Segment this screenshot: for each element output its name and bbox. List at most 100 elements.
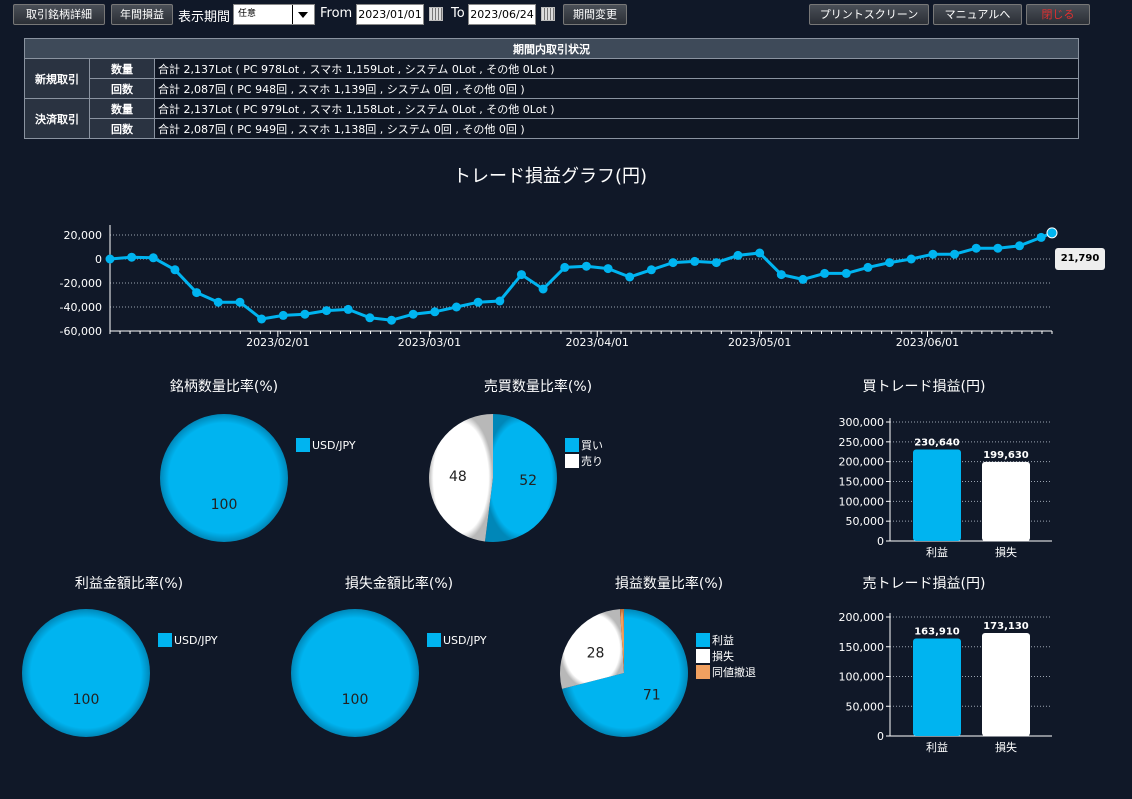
pie-slice — [22, 609, 150, 737]
pie-value-label: 28 — [587, 645, 605, 661]
legend-label: 買い — [581, 439, 603, 452]
settle-qty-value: 合計 2,137Lot ( PC 979Lot , スマホ 1,158Lot ,… — [154, 98, 1079, 119]
trade-pl-line-chart: 20,000 0 -20,000 -40,000 -60,000 2023/02/01 20… — [60, 225, 1058, 349]
detail-button[interactable]: 取引銘柄詳細 — [13, 4, 105, 25]
data-point — [950, 249, 960, 259]
legend-label: 利益 — [712, 634, 734, 647]
x-tick-label: 利益 — [926, 740, 948, 754]
pie-value-label: 48 — [449, 469, 467, 485]
legend-swatch — [565, 454, 579, 468]
data-point — [603, 264, 613, 274]
data-point — [343, 304, 353, 314]
bar-value-label: 199,630 — [983, 450, 1029, 461]
bar-chart-title: 売トレード損益(円) — [862, 576, 986, 592]
data-point — [451, 302, 461, 312]
bar-value-label: 173,130 — [983, 621, 1029, 632]
qty-label: 数量 — [89, 58, 155, 79]
symbol-qty-pie: 100 — [160, 414, 288, 542]
pie-slice — [562, 609, 688, 737]
y-tick-label: 250,000 — [839, 436, 885, 449]
y-tick-label: 20,000 — [64, 229, 103, 242]
pie-slice — [619, 609, 624, 673]
annual-pl-button[interactable]: 年間損益 — [111, 4, 173, 25]
qty-label: 数量 — [89, 98, 155, 119]
legend: USD/JPY — [158, 632, 218, 648]
legend-swatch — [427, 633, 441, 647]
legend-swatch — [696, 649, 710, 663]
data-point — [1015, 241, 1025, 251]
legend-swatch — [158, 633, 172, 647]
chevron-down-icon[interactable] — [292, 5, 314, 24]
x-tick-label: 2023/06/01 — [896, 336, 959, 349]
x-tick-label: 2023/05/01 — [728, 336, 791, 349]
loss-amount-pie: 100 — [291, 609, 419, 737]
data-point — [473, 297, 483, 307]
sell-trade-pl-bar-chart: 200,000 150,000 100,000 50,000 0 163,910 利益 173… — [839, 611, 1052, 754]
to-date-input[interactable]: 2023/06/24 — [468, 4, 536, 25]
y-tick-label: 0 — [877, 535, 884, 548]
legend-label: USD/JPY — [312, 438, 356, 452]
legend-swatch — [696, 665, 710, 679]
pie-title: 利益金額比率(%) — [74, 576, 184, 592]
data-point — [560, 262, 570, 272]
calendar-icon[interactable] — [429, 7, 443, 21]
y-tick-label: 200,000 — [839, 611, 885, 624]
data-point — [278, 310, 288, 320]
data-point — [711, 258, 721, 268]
pl-count-pie: 71 28 — [560, 609, 688, 737]
data-point — [213, 297, 223, 307]
data-point — [105, 254, 115, 264]
settle-count-value: 合計 2,087回 ( PC 949回 , スマホ 1,138回 , システム … — [154, 118, 1079, 139]
data-point — [430, 307, 440, 317]
legend-label: USD/JPY — [174, 633, 218, 647]
new-count-value: 合計 2,087回 ( PC 948回 , スマホ 1,139回 , システム … — [154, 78, 1079, 99]
pie-slice — [428, 414, 493, 542]
legend: USD/JPY — [427, 632, 487, 648]
data-point — [538, 284, 548, 294]
period-label: 表示期間 — [178, 10, 231, 25]
count-label: 回数 — [89, 78, 155, 99]
data-point — [1046, 227, 1058, 239]
from-date-input[interactable]: 2023/01/01 — [356, 4, 424, 25]
legend: 利益 損失 同値撤退 — [696, 632, 756, 680]
x-tick-label: 2023/03/01 — [398, 336, 461, 349]
calendar-icon[interactable] — [541, 7, 555, 21]
print-screen-button[interactable]: プリントスクリーン — [809, 4, 929, 25]
bar — [982, 461, 1030, 541]
data-point — [387, 315, 397, 325]
legend-label: USD/JPY — [443, 633, 487, 647]
period-select[interactable]: 任意 — [233, 4, 315, 25]
data-point — [148, 253, 158, 263]
data-point — [993, 243, 1003, 253]
x-tick-label: 利益 — [926, 545, 948, 559]
x-tick-label: 2023/02/01 — [246, 336, 309, 349]
y-tick-label: 0 — [95, 253, 102, 266]
data-point — [365, 313, 375, 323]
y-tick-label: -40,000 — [60, 301, 102, 314]
buy-trade-pl-bar-chart: 300,000 250,000 200,000 150,000 100,000 50,00… — [839, 416, 1052, 559]
y-tick-label: 200,000 — [839, 456, 885, 469]
bar-value-label: 230,640 — [914, 438, 960, 449]
data-point — [646, 265, 656, 275]
data-point — [1036, 232, 1046, 242]
pie-slice — [160, 414, 288, 542]
data-point — [495, 296, 505, 306]
data-point — [755, 248, 765, 258]
count-label: 回数 — [89, 118, 155, 139]
data-point — [516, 270, 526, 280]
close-button[interactable]: 閉じる — [1026, 4, 1090, 25]
y-tick-label: 0 — [877, 730, 884, 743]
data-point — [906, 254, 916, 264]
change-period-button[interactable]: 期間変更 — [563, 4, 627, 25]
data-point — [885, 258, 895, 268]
bar — [913, 638, 961, 736]
bar — [982, 632, 1030, 736]
data-point — [192, 288, 202, 298]
pie-value-label: 71 — [643, 688, 661, 704]
data-point — [733, 250, 743, 260]
manual-button[interactable]: マニュアルへ — [933, 4, 1022, 25]
pie-slice — [484, 414, 557, 542]
line-chart-title: トレード損益グラフ(円) — [452, 166, 648, 187]
data-point — [127, 252, 137, 262]
data-point — [971, 243, 981, 253]
